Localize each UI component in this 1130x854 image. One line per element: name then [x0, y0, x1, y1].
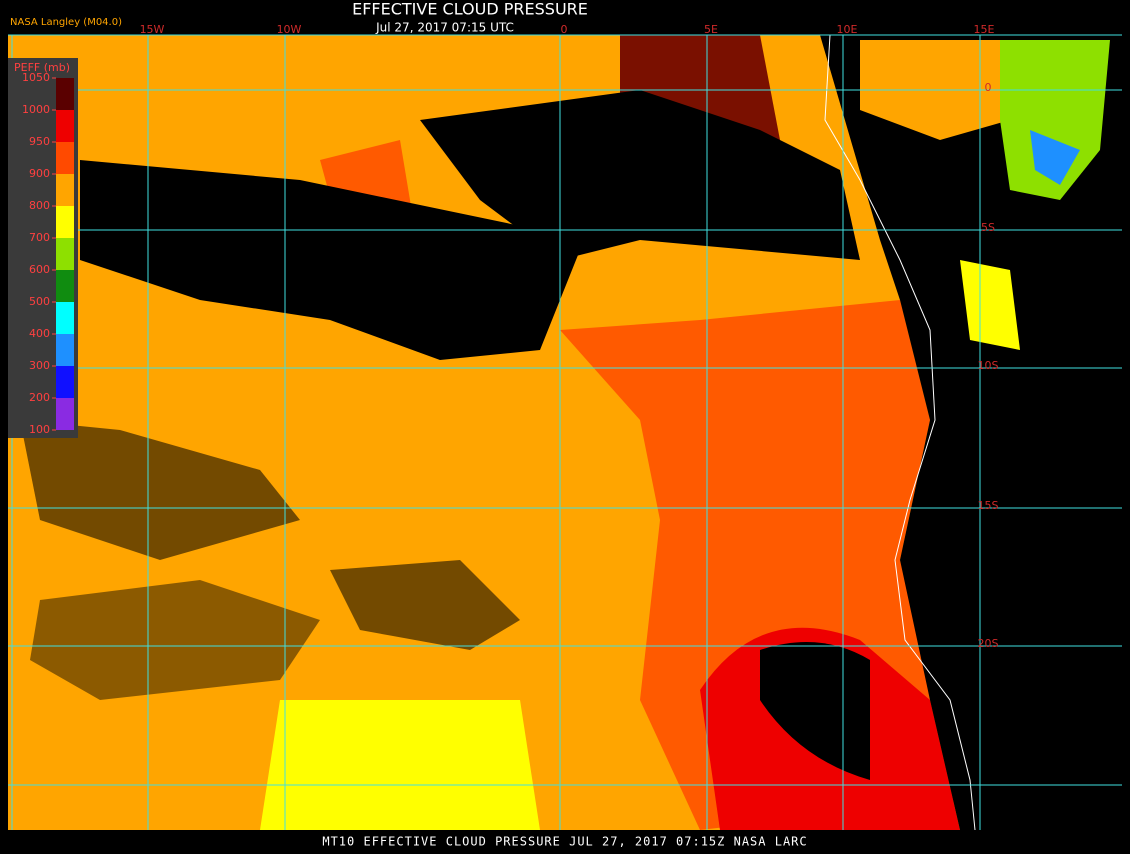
colorbar-segment: [56, 174, 74, 206]
colorbar-segment: [56, 398, 74, 430]
colorbar-tick-label: 900: [29, 167, 50, 180]
cloud-image: [8, 34, 1122, 831]
colorbar-tick-label: 700: [29, 231, 50, 244]
clear-sky: [820, 35, 1122, 830]
colorbar-tick-label: 300: [29, 359, 50, 372]
latitude-label: 20S: [978, 637, 999, 650]
longitude-label: 15E: [974, 23, 995, 36]
colorbar-tick-label: 400: [29, 327, 50, 340]
latitude-label: 5S: [981, 221, 995, 234]
colorbar-segment: [56, 334, 74, 366]
longitude-label: 5E: [704, 23, 718, 36]
colorbar-segment: [56, 302, 74, 334]
source: NASA Langley (M04.0): [10, 17, 122, 28]
colorbar-tick-label: 950: [29, 135, 50, 148]
clear-sky: [420, 90, 860, 260]
longitude-label: 10E: [837, 23, 858, 36]
colorbar-tick-label: 200: [29, 391, 50, 404]
colorbar-tick-label: 1000: [22, 103, 50, 116]
coastline: [824, 34, 976, 831]
footer: MT10 EFFECTIVE CLOUD PRESSURE JUL 27, 20…: [322, 835, 807, 849]
broken-cloud: [330, 560, 520, 650]
colorbar-label: PEFF (mb): [14, 61, 70, 74]
colorbar: 1050 1000 950 900 800 700 600 500 400 300 200 100: [22, 71, 74, 436]
latitude-label: 10S: [978, 359, 999, 372]
clear-sky: [80, 160, 580, 360]
colorbar-tick-label: 600: [29, 263, 50, 276]
subtitle: Jul 27, 2017 07:15 UTC: [375, 21, 514, 35]
broken-cloud: [30, 580, 320, 700]
colorbar-tick-label: 800: [29, 199, 50, 212]
latitude-label: 0: [985, 81, 992, 94]
colorbar-segment: [56, 206, 74, 238]
colorbar-segment: [56, 78, 74, 110]
colorbar-segment: [56, 110, 74, 142]
latitude-label: 15S: [978, 499, 999, 512]
colorbar-tick-label: 1050: [22, 71, 50, 84]
broken-cloud: [20, 420, 300, 560]
longitude-label: 10W: [277, 23, 302, 36]
colorbar-tick-label: 500: [29, 295, 50, 308]
mid-cloud: [960, 260, 1020, 350]
longitude-label: 15W: [140, 23, 165, 36]
colorbar-segment: [56, 270, 74, 302]
footer-bar: [0, 832, 1130, 850]
colorbar-segment: [56, 366, 74, 398]
colorbar-segment: [56, 238, 74, 270]
longitude-label: 0: [561, 23, 568, 36]
title: EFFECTIVE CLOUD PRESSURE: [352, 0, 588, 19]
mid-cloud-green: [1000, 40, 1110, 200]
high-cloud-blue: [1030, 130, 1080, 185]
colorbar-tick-label: 100: [29, 423, 50, 436]
mid-cloud: [260, 700, 540, 830]
colorbar-segment: [56, 142, 74, 174]
